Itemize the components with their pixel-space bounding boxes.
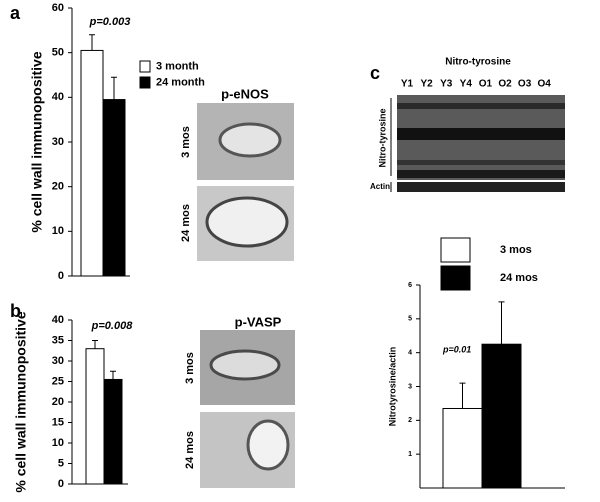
legend-label: 3 mos: [500, 244, 532, 256]
legend-swatch: [139, 60, 151, 73]
y-tick-label: 50: [52, 47, 64, 59]
panel-label: a: [10, 3, 21, 23]
legend-swatch: [440, 237, 471, 263]
lane-label: Y4: [460, 79, 473, 90]
error-bar: [92, 340, 98, 349]
y-tick-label: 20: [52, 181, 64, 193]
y-tick-label: 6: [408, 282, 412, 289]
y-tick-label: 30: [52, 136, 64, 148]
y-tick-label: 35: [52, 334, 64, 346]
micrograph-row-label: 24 mos: [184, 431, 196, 469]
western-blot: [390, 95, 565, 192]
y-tick-label: 4: [408, 350, 412, 357]
micrograph-images: [197, 103, 295, 488]
vessel: [218, 122, 282, 158]
y-tick-label: 30: [52, 355, 64, 367]
y-tick-label: 0: [58, 270, 64, 282]
lane-label: Y1: [401, 79, 414, 90]
lane-label: O4: [538, 79, 552, 90]
panel-label: c: [370, 63, 380, 83]
y-axis-label: Nitrotyrosine/actin: [387, 347, 397, 427]
blot-band: [397, 170, 565, 178]
y-tick-label: 5: [408, 316, 412, 323]
legend-label: 3 month: [156, 60, 199, 72]
error-bar: [459, 382, 466, 409]
annotation: p=0.008: [91, 320, 134, 332]
legend-label: 24 month: [156, 76, 205, 88]
y-tick-label: 10: [52, 437, 64, 449]
vessel: [246, 419, 290, 471]
y-tick-label: 60: [52, 2, 64, 14]
y-tick-label: 2: [408, 417, 412, 424]
legend-swatch: [440, 265, 471, 291]
y-tick-label: 15: [52, 416, 64, 428]
y-tick-label: 20: [52, 396, 64, 408]
y-tick-label: 40: [52, 91, 64, 103]
bar: [80, 49, 104, 277]
lane-label: Y3: [440, 79, 453, 90]
blot-band: [397, 128, 565, 140]
micrograph-title: p-eNOS: [221, 86, 269, 101]
y-tick-label: 0: [58, 478, 64, 490]
blot-band: [397, 103, 565, 109]
error-bar: [111, 76, 117, 100]
y-tick-label: 10: [52, 225, 64, 237]
error-bar: [498, 301, 505, 345]
micrograph-row-label: 24 mos: [180, 204, 192, 242]
legend-label: 24 mos: [500, 272, 538, 284]
blot-row-label: Actin: [370, 182, 390, 191]
blot-actin: [397, 182, 565, 192]
bar: [102, 99, 126, 277]
bar: [481, 343, 522, 489]
bar: [103, 378, 123, 485]
annotation: p=0.01: [442, 344, 471, 354]
y-axis-label: % cell wall immunopositive: [29, 51, 45, 232]
lane-label: O3: [518, 79, 532, 90]
y-tick-label: 40: [52, 314, 64, 326]
blot-row-label: Nitro-tyrosine: [377, 108, 387, 167]
blot-title: Nitro-tyrosine: [445, 57, 511, 68]
vessel: [205, 196, 289, 248]
lane-label: O1: [479, 79, 493, 90]
lane-label: O2: [498, 79, 512, 90]
micrograph-row-label: 3 mos: [180, 126, 192, 158]
y-axis-label: % cell wall immunopositive: [13, 311, 29, 492]
error-bar: [89, 34, 95, 51]
y-tick-label: 5: [58, 457, 64, 469]
bar: [85, 348, 105, 485]
lane-label: Y2: [420, 79, 433, 90]
vessel: [209, 349, 281, 381]
annotation: p=0.003: [89, 16, 131, 28]
y-tick-label: 3: [408, 383, 412, 390]
panel-label: b: [10, 301, 21, 321]
legend-swatch: [139, 76, 151, 89]
bar: [442, 407, 483, 489]
error-bar: [110, 370, 116, 380]
micrograph-row-label: 3 mos: [184, 352, 196, 384]
blot-band: [397, 160, 565, 165]
y-tick-label: 25: [52, 375, 64, 387]
y-tick-label: 1: [408, 451, 412, 458]
micrograph-title: p-VASP: [235, 314, 282, 329]
